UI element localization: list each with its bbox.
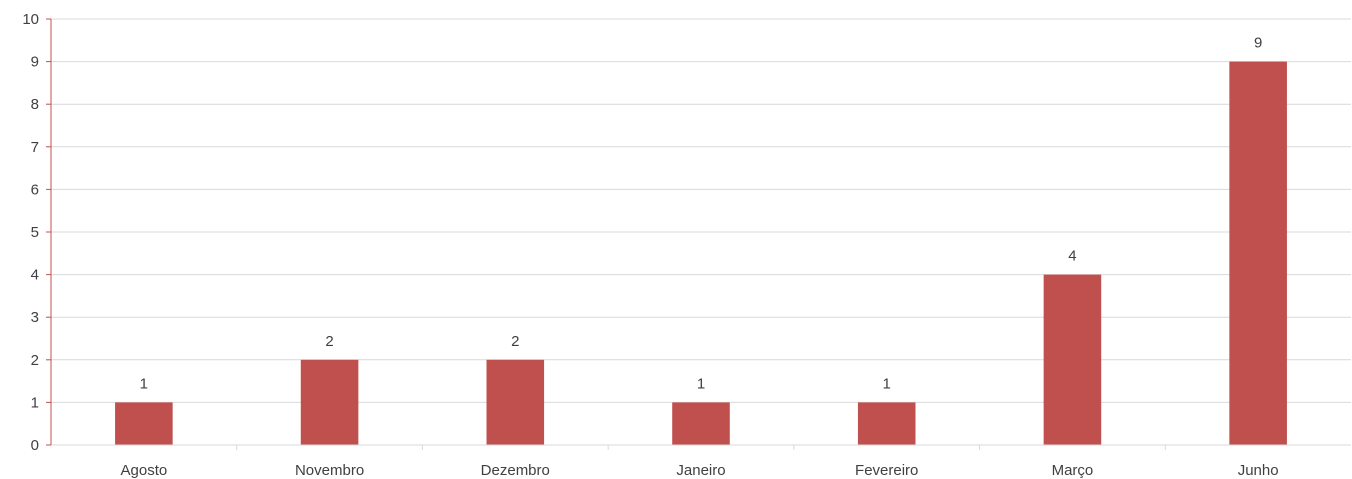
x-category-label: Agosto xyxy=(121,462,168,479)
y-tick-label: 9 xyxy=(31,54,39,71)
y-tick-label: 4 xyxy=(31,267,39,284)
y-tick-label: 3 xyxy=(31,309,39,326)
data-label: 4 xyxy=(1068,248,1076,265)
x-category-label: Novembro xyxy=(295,462,364,479)
bar-agosto xyxy=(115,402,173,445)
x-category-label: Março xyxy=(1052,462,1094,479)
bar-janeiro xyxy=(672,402,730,445)
x-axis-category-labels: Agosto Novembro Dezembro Janeiro Fevereiro Ma… xyxy=(121,462,1279,479)
x-axis xyxy=(51,444,1351,450)
y-tick-label: 10 xyxy=(22,11,39,28)
data-label: 9 xyxy=(1254,35,1262,52)
bar-fevereiro xyxy=(857,402,916,445)
data-label: 1 xyxy=(140,375,148,392)
y-tick-label: 5 xyxy=(31,224,39,241)
y-tick-label: 1 xyxy=(31,394,39,411)
y-tick-label: 0 xyxy=(31,437,39,454)
y-tick-label: 2 xyxy=(31,352,39,369)
bar-dezembro xyxy=(486,359,545,445)
data-labels: 1 2 2 1 1 4 9 xyxy=(140,35,1263,393)
x-category-label: Junho xyxy=(1238,462,1279,479)
data-label: 2 xyxy=(325,333,333,350)
data-label: 1 xyxy=(883,375,891,392)
bar-junho xyxy=(1229,61,1287,445)
y-axis-tick-labels: 0 1 2 3 4 5 6 7 8 9 10 xyxy=(22,11,51,454)
bar-novembro xyxy=(300,359,359,445)
data-label: 1 xyxy=(697,375,705,392)
gridlines xyxy=(51,18,1351,403)
bars xyxy=(115,61,1287,445)
y-tick-label: 6 xyxy=(31,181,39,198)
bar-março xyxy=(1043,274,1102,445)
x-category-label: Dezembro xyxy=(481,462,550,479)
x-category-label: Janeiro xyxy=(676,462,725,479)
y-tick-label: 7 xyxy=(31,139,39,156)
x-category-label: Fevereiro xyxy=(855,462,918,479)
y-tick-label: 8 xyxy=(31,96,39,113)
data-label: 2 xyxy=(511,333,519,350)
